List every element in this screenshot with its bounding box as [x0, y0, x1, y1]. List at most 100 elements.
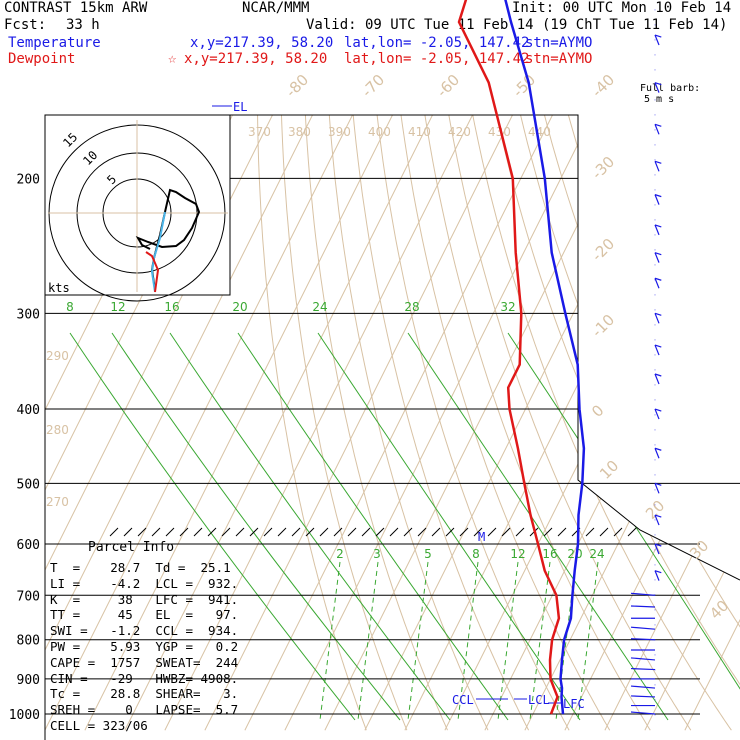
- hatch-mark: [221, 527, 231, 537]
- isotherm-line: [604, 115, 740, 731]
- isotherm-line: [124, 115, 535, 731]
- legend-dewpoint-station: stn=AYMO: [525, 51, 593, 67]
- hatch-mark: [361, 527, 371, 537]
- mixing-ratio-label: 12: [510, 547, 525, 561]
- dewpoint-profile-line: [457, 0, 561, 715]
- parcel-info-row: SREH = 0 LAPSE= 5.7: [50, 702, 239, 718]
- hatch-mark: [375, 527, 385, 537]
- dry-adiabat-line: [256, 115, 367, 731]
- mixing-ratio-label: 28: [404, 300, 419, 314]
- pressure-tick-label: 1000: [9, 708, 40, 723]
- wind-barb-flag: [654, 514, 660, 526]
- theta-label: 400: [368, 125, 391, 139]
- parcel-info-row: CELL = 323/06: [50, 718, 148, 733]
- wind-barb-flag: [654, 161, 660, 172]
- isotherm-line: [284, 115, 695, 731]
- wind-barb: [630, 592, 656, 596]
- wind-barb-flag: [654, 124, 660, 135]
- mixing-ratio-label: 8: [472, 547, 480, 561]
- hatch-mark: [277, 527, 287, 537]
- isotherm-line: [45, 115, 335, 731]
- legend-dewpoint-latlon: lat,lon= -2.05, 147.42: [344, 51, 530, 67]
- isotherm-label: -80: [282, 71, 312, 101]
- wind-barb: [654, 373, 662, 377]
- mixing-ratio-label: 12: [110, 300, 125, 314]
- hatch-mark: [109, 527, 119, 537]
- wind-barb-flag: [654, 313, 660, 324]
- m-label: M: [478, 530, 485, 544]
- hodograph-units-label: kts: [48, 281, 70, 295]
- legend-dewpoint-xy: x,y=217.39, 58.20: [184, 51, 328, 67]
- dry-adiabat-line: [704, 115, 740, 731]
- wind-barb: [654, 344, 662, 348]
- hatch-mark: [249, 527, 259, 537]
- mixing-ratio-label: 8: [66, 300, 74, 314]
- hatch-mark: [487, 527, 497, 537]
- hatch-mark: [543, 527, 553, 537]
- dry-adiabat-line: [684, 115, 740, 731]
- legend-temperature-latlon: lat,lon= -2.05, 147.42: [344, 35, 530, 51]
- model-name: CONTRAST 15km ARW: [4, 0, 148, 16]
- hatch-mark: [389, 527, 399, 537]
- isotherm-line: [45, 115, 415, 731]
- dry-adiabat-line: [483, 115, 740, 731]
- hatch-mark: [319, 527, 329, 537]
- theta-label: 410: [408, 125, 431, 139]
- wind-barb: [654, 252, 662, 256]
- hatch-mark: [417, 527, 427, 537]
- forecast-hour: 33 h: [66, 17, 100, 33]
- lcl-label: LCL: [528, 693, 550, 707]
- barb-scale-units: 5 m s: [644, 94, 675, 105]
- isotherm-line: [684, 115, 740, 731]
- hatch-mark: [501, 527, 511, 537]
- wind-barb: [654, 194, 662, 198]
- moist-adiabat-line: [317, 332, 581, 721]
- moist-adiabat-line: [69, 332, 356, 721]
- pressure-tick-label: 200: [17, 172, 40, 187]
- pressure-tick-label: 300: [17, 307, 40, 322]
- dry-adiabat-line: [463, 115, 740, 731]
- pressure-tick-label: 600: [17, 538, 40, 553]
- wind-barb: [654, 482, 662, 486]
- mixing-ratio-label: 24: [312, 300, 327, 314]
- pressure-tick-label: 900: [17, 673, 40, 688]
- moist-adiabat-line: [407, 332, 669, 721]
- hatch-mark: [333, 527, 343, 537]
- hatch-mark: [179, 527, 189, 537]
- parcel-info-row: PW = 5.93 YGP = 0.2: [50, 639, 239, 654]
- mixing-ratio-line: [497, 561, 519, 721]
- hatch-mark: [431, 527, 441, 537]
- isotherm-line: [644, 115, 740, 731]
- parcel-info-title: Parcel Info: [88, 540, 175, 555]
- legend-dewpoint-marker: ☆: [168, 51, 177, 67]
- wind-barb: [654, 34, 662, 38]
- legend-temperature-station: stn=AYMO: [525, 35, 593, 51]
- legend-temperature-label: Temperature: [8, 35, 101, 51]
- moist-adiabat-line: [169, 332, 451, 721]
- mixing-ratio-lines: [69, 332, 740, 721]
- el-label: EL: [233, 100, 247, 114]
- isotherm-line: [164, 115, 575, 731]
- isotherm-line: [444, 115, 740, 731]
- wind-barb: [630, 695, 656, 698]
- dry-adiabat-line: [383, 115, 611, 731]
- center-name: NCAR/MMM: [242, 0, 310, 16]
- wind-barb-flag: [654, 34, 660, 46]
- theta-label: 390: [328, 125, 351, 139]
- dry-adiabat-line: [524, 115, 740, 731]
- hatch-mark: [473, 527, 483, 537]
- wind-barb-flag: [654, 194, 660, 205]
- theta-label: 420: [448, 125, 471, 139]
- temperature-profile-line: [504, 0, 586, 715]
- hodograph-surface-trace: [145, 251, 160, 293]
- hatch-mark: [515, 527, 525, 537]
- mixing-ratio-line: [357, 561, 379, 721]
- hatch-mark: [585, 527, 595, 537]
- isotherm-label: 0: [588, 401, 607, 420]
- hatch-mark: [459, 527, 469, 537]
- valid-time: Valid: 09 UTC Tue 11 Feb 14 (19 ChT Tue …: [306, 17, 728, 33]
- isotherm-line: [564, 115, 740, 731]
- wind-barb-flag: [654, 224, 660, 236]
- legend-temperature-xy: x,y=217.39, 58.20: [190, 35, 334, 51]
